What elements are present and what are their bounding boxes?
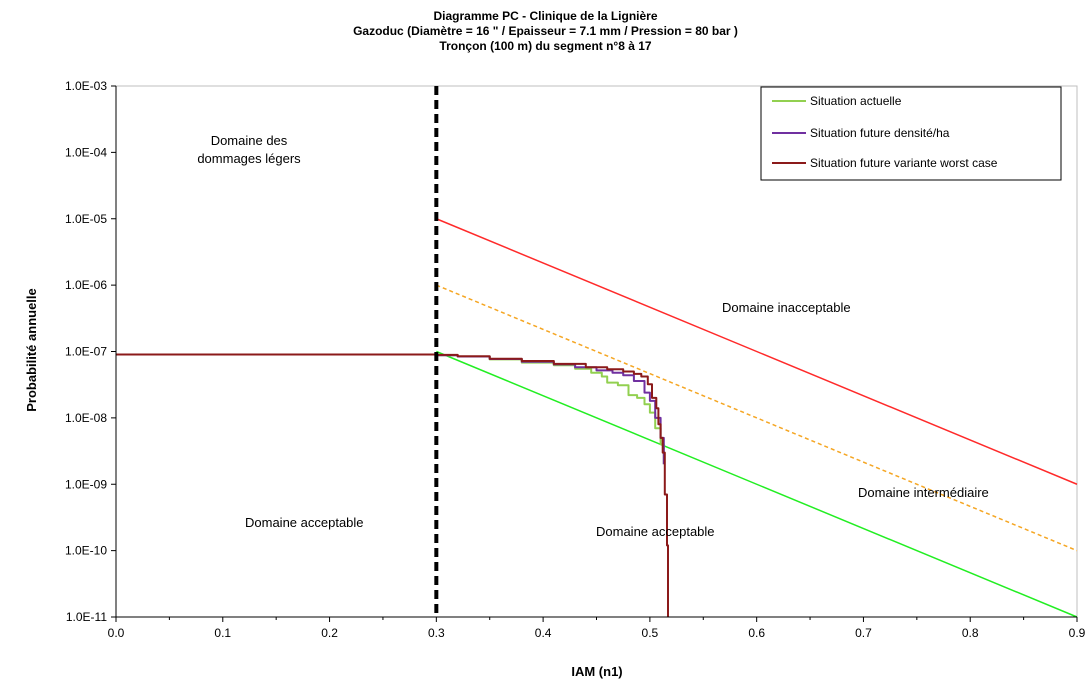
legend-label-worst-case: Situation future variante worst case (810, 156, 998, 170)
x-tick-label: 0.6 (748, 626, 765, 640)
y-tick-label: 1.0E-10 (65, 544, 107, 558)
x-tick-label: 0.1 (214, 626, 231, 640)
x-tick-label: 0.8 (962, 626, 979, 640)
legend-label-actuelle: Situation actuelle (810, 94, 902, 108)
axes: 0.0 0.1 0.2 0.3 0.4 0.5 0.6 0.7 0.8 0.9 1.0E-03 1.0… (65, 79, 1086, 640)
y-tick-label: 1.0E-05 (65, 212, 107, 226)
legend: Situation actuelle Situation future dens… (760, 86, 1062, 181)
criterion-lines (436, 218, 1078, 618)
x-tick-label: 0.7 (855, 626, 872, 640)
annotation-intermediate: Domaine intermédiaire (858, 485, 989, 500)
annotation-acceptable-left: Domaine acceptable (245, 515, 364, 530)
y-tick-label: 1.0E-11 (66, 610, 107, 624)
legend-box (760, 86, 1062, 181)
x-tick-label: 0.2 (321, 626, 338, 640)
x-tick-label: 0.9 (1069, 626, 1086, 640)
y-tick-label: 1.0E-08 (65, 411, 107, 425)
data-series (116, 353, 669, 617)
legend-label-future-densite: Situation future densité/ha (810, 126, 950, 140)
chart-title-line-1: Diagramme PC - Clinique de la Lignière (433, 9, 657, 23)
x-tick-label: 0.3 (428, 626, 445, 640)
criterion-line-acceptable (436, 350, 1078, 618)
annotation-light-damage-line-2: dommages légers (197, 151, 301, 166)
criterion-line-intermediate (436, 284, 1078, 552)
y-tick-label: 1.0E-03 (65, 79, 107, 93)
x-axis-label: IAM (n1) (571, 664, 622, 679)
y-tick-label: 1.0E-07 (65, 345, 107, 359)
y-tick-label: 1.0E-06 (65, 278, 107, 292)
criterion-line-inacceptable (436, 218, 1078, 485)
y-tick-label: 1.0E-09 (65, 477, 107, 491)
y-axis-label: Probabilité annuelle (24, 288, 39, 412)
x-tick-label: 0.0 (108, 626, 125, 640)
annotation-light-damage-line-1: Domaine des (211, 133, 288, 148)
y-tick-label: 1.0E-04 (65, 145, 107, 159)
annotation-acceptable-right: Domaine acceptable (596, 524, 715, 539)
annotation-inacceptable: Domaine inacceptable (722, 300, 851, 315)
series-line-worst-case (116, 353, 669, 617)
chart-title-line-3: Tronçon (100 m) du segment n°8 à 17 (439, 39, 652, 53)
x-tick-label: 0.5 (642, 626, 659, 640)
x-tick-label: 0.4 (535, 626, 552, 640)
chart-title-line-2: Gazoduc (Diamètre = 16 " / Epaisseur = 7… (353, 24, 738, 38)
